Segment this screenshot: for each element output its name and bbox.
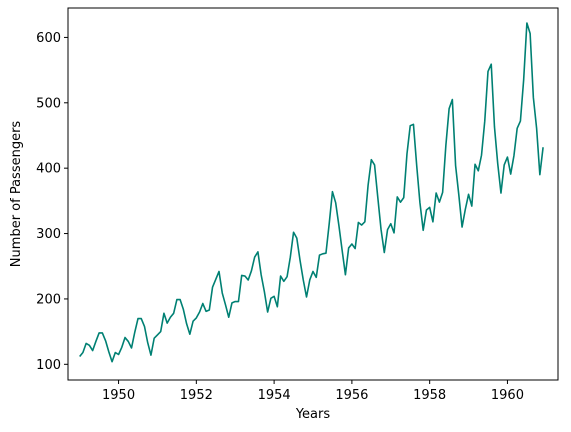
x-tick-label: 1956 <box>335 388 368 403</box>
x-axis-label: Years <box>295 407 331 422</box>
x-axis: 1950 1952 1954 1956 1958 1960 <box>102 380 524 403</box>
y-tick-label: 200 <box>36 292 61 307</box>
plot-area <box>79 22 544 363</box>
axes-frame <box>67 7 559 381</box>
y-axis: 100 200 300 400 500 600 <box>36 31 68 373</box>
x-tick-label: 1958 <box>413 388 446 403</box>
y-tick-label: 500 <box>36 96 61 111</box>
x-tick-label: 1950 <box>102 388 135 403</box>
y-axis-label: Number of Passengers <box>9 121 24 268</box>
y-tick-label: 100 <box>36 358 61 373</box>
x-tick-label: 1952 <box>180 388 213 403</box>
y-tick-label: 600 <box>36 31 61 46</box>
x-tick-label: 1954 <box>258 388 291 403</box>
y-tick-label: 400 <box>36 162 61 177</box>
y-tick-label: 300 <box>36 227 61 242</box>
x-tick-label: 1960 <box>491 388 524 403</box>
series-line-passengers <box>79 22 544 363</box>
